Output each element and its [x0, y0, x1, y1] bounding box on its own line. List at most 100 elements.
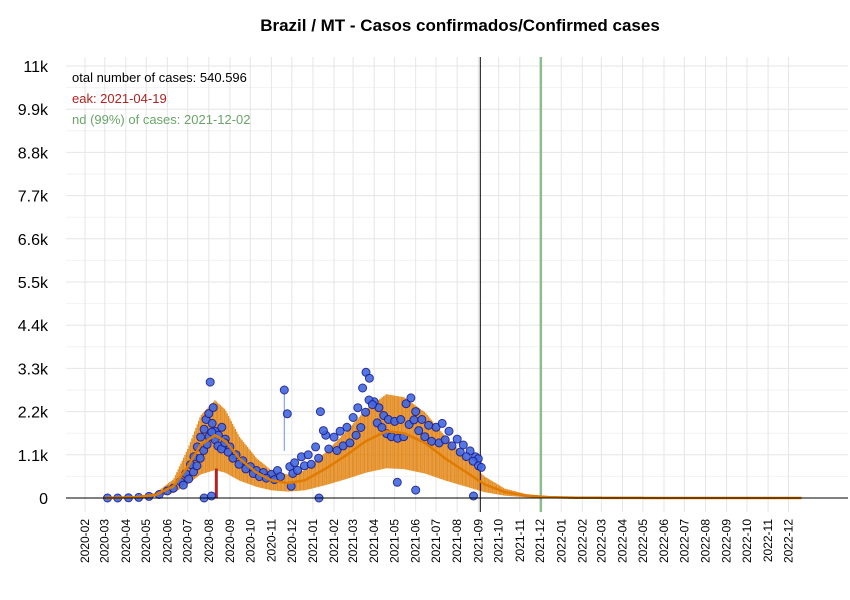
data-point [234, 459, 244, 469]
x-tick-label: 2020-03 [98, 519, 112, 563]
y-tick-label: 1.1k [18, 448, 49, 465]
x-tick-label: 2022-06 [657, 519, 671, 563]
data-point [417, 415, 427, 424]
data-point [276, 472, 285, 482]
data-point [192, 461, 202, 471]
data-point [437, 418, 447, 428]
x-tick-label: 2020-12 [285, 519, 299, 563]
data-point [358, 383, 368, 393]
data-point [311, 442, 321, 452]
data-point [414, 426, 424, 436]
data-point [345, 438, 355, 448]
x-tick-label: 2020-08 [202, 519, 216, 563]
x-tick-label: 2022-08 [698, 519, 712, 563]
x-tick-label: 2020-02 [78, 519, 92, 563]
data-point [401, 399, 411, 409]
data-point [315, 407, 325, 417]
x-tick-label: 2021-07 [429, 519, 443, 563]
data-point [392, 477, 402, 487]
data-point [440, 435, 450, 445]
data-point [461, 452, 471, 462]
data-point [178, 480, 188, 490]
data-point [469, 491, 478, 501]
x-tick-label: 2022-12 [781, 519, 795, 563]
data-point [367, 400, 377, 410]
x-tick-label: 2020-10 [243, 519, 257, 563]
data-point [208, 403, 218, 413]
x-tick-label: 2020-09 [223, 519, 237, 563]
data-point [329, 432, 339, 442]
data-point [279, 385, 289, 395]
data-point [223, 447, 233, 457]
x-tick-label: 2021-11 [513, 519, 527, 562]
x-tick-label: 2021-06 [409, 519, 423, 563]
data-point [290, 458, 300, 468]
x-tick-label: 2020-06 [160, 519, 174, 563]
data-point [444, 426, 454, 436]
data-point [196, 432, 206, 442]
x-tick-label: 2020-11 [264, 519, 278, 562]
x-tick-label: 2021-08 [450, 519, 464, 563]
data-point [427, 436, 437, 446]
x-tick-label: 2021-02 [327, 519, 341, 563]
x-tick-label: 2022-09 [720, 519, 734, 563]
data-point [303, 450, 313, 460]
x-tick-label: 2022-04 [615, 519, 629, 563]
x-tick-label: 2021-10 [492, 519, 506, 563]
data-point [409, 415, 419, 425]
data-point [411, 485, 421, 495]
x-tick-label: 2022-11 [761, 519, 775, 562]
data-point [195, 453, 205, 463]
data-point [424, 420, 434, 430]
data-point [205, 377, 215, 387]
chart-title: Brazil / MT - Casos confirmados/Confirme… [260, 16, 660, 35]
data-point [314, 453, 324, 463]
data-point [406, 393, 416, 403]
x-tick-label: 2021-03 [346, 519, 360, 563]
data-point [356, 423, 366, 432]
x-tick-label: 2020-07 [181, 519, 195, 563]
x-tick-label: 2021-09 [471, 519, 485, 563]
y-tick-label: 7.7k [18, 189, 49, 206]
data-point [364, 373, 374, 383]
data-point [217, 422, 227, 432]
annotation-peak: eak: 2021-04-19 [72, 91, 167, 106]
data-point [452, 434, 462, 444]
data-point [420, 432, 430, 442]
reference-lines [214, 57, 543, 512]
y-tick-label: 2.2k [18, 405, 49, 422]
x-axis: 2020-02 2020-03 2020-04 2020-05 2020-06 2020-… [66, 497, 848, 563]
y-tick-label: 4.4k [18, 318, 49, 335]
data-point [335, 426, 345, 436]
annotation-end: nd (99%) of cases: 2021-12-02 [72, 112, 251, 127]
x-tick-label: 2021-12 [533, 519, 547, 563]
data-point [207, 418, 217, 428]
data-point [396, 415, 406, 424]
data-point [447, 441, 457, 451]
data-point [455, 447, 465, 457]
x-tick-label: 2022-07 [677, 519, 691, 563]
data-point [476, 462, 486, 472]
data-point [324, 444, 334, 454]
data-point [411, 407, 421, 417]
y-tick-label: 11k [23, 59, 49, 76]
x-tick-label: 2021-05 [388, 519, 402, 563]
grid [66, 57, 848, 512]
data-point [207, 491, 216, 501]
observed-points [103, 367, 486, 503]
data-point [184, 474, 194, 484]
data-point [228, 453, 238, 463]
y-tick-label: 8.8k [18, 145, 49, 162]
data-point [293, 465, 303, 475]
x-tick-label: 2022-03 [594, 519, 608, 563]
data-point [351, 430, 361, 440]
data-point [204, 409, 214, 419]
data-point [353, 403, 363, 413]
data-point [342, 422, 352, 432]
data-point [199, 424, 209, 434]
x-tick-label: 2022-01 [554, 519, 568, 563]
data-point [282, 409, 292, 419]
x-tick-label: 2022-02 [575, 519, 589, 563]
y-tick-label: 5.5k [18, 275, 49, 292]
